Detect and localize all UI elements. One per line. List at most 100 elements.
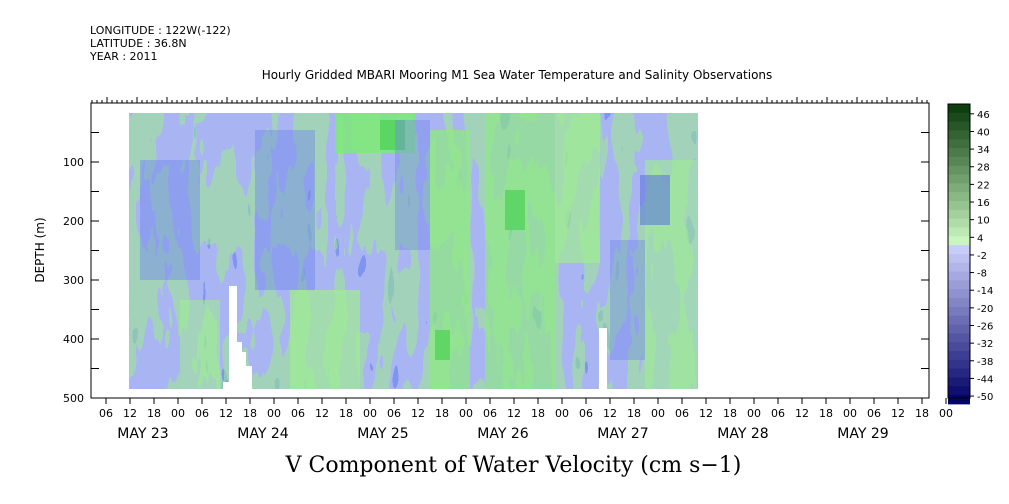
- day-labels: MAY 23 MAY 24 MAY 25 MAY 26 MAY 27 MAY 28 MAY …: [117, 426, 888, 442]
- x-tick-label: 06: [867, 407, 881, 420]
- x-tick-labels: 06 12 18 00 06 12 18 00 06 12 18 00 06 12 18 00 06 12 18 00…: [99, 407, 953, 420]
- colorbar-label: -38: [977, 357, 993, 368]
- y-tick-label: 100: [63, 156, 84, 169]
- colorbar-swatch: [948, 104, 970, 114]
- x-tick-label: 12: [123, 407, 137, 420]
- colorbar-swatch: [948, 165, 970, 176]
- colorbar-swatch: [948, 298, 970, 308]
- colorbar-swatch: [948, 350, 970, 361]
- colorbar: 46 40 34 28 22 16 10 4 -2 -8 -14 -20 -26 -32 -38 -44 -50: [947, 103, 993, 405]
- x-tick-label: 00: [747, 407, 761, 420]
- colorbar-label: 22: [977, 180, 990, 191]
- colorbar-swatch: [948, 368, 970, 378]
- colorbar-swatch: [948, 262, 970, 273]
- x-tick-label: 00: [459, 407, 473, 420]
- colorbar-swatch: [948, 121, 970, 131]
- colorbar-swatch: [948, 359, 970, 370]
- colorbar-swatch: [948, 112, 970, 123]
- x-tick-label: 06: [579, 407, 593, 420]
- colorbar-swatch: [948, 130, 970, 140]
- x-tick-label: 00: [363, 407, 377, 420]
- colorbar-swatch: [948, 245, 970, 255]
- y-tick-label: 500: [63, 392, 84, 405]
- missing-data-gaps: [223, 286, 607, 389]
- x-tick-label: 18: [243, 407, 257, 420]
- colorbar-swatch: [948, 271, 970, 281]
- colorbar-swatch: [948, 342, 970, 352]
- x-tick-label: 12: [891, 407, 905, 420]
- x-tick-label: 12: [795, 407, 809, 420]
- x-tick-label: 18: [627, 407, 641, 420]
- x-tick-label: 00: [171, 407, 185, 420]
- x-tick-label: 18: [723, 407, 737, 420]
- colorbar-label: 46: [977, 110, 990, 121]
- colorbar-label: 34: [977, 145, 990, 156]
- colorbar-label: -32: [977, 339, 993, 350]
- colorbar-swatch: [948, 315, 970, 325]
- day-label: MAY 23: [117, 426, 168, 442]
- colorbar-swatch: [948, 218, 970, 228]
- colorbar-label: 40: [977, 127, 990, 138]
- y-axis-label: DEPTH (m): [33, 217, 47, 282]
- colorbar-swatch: [948, 148, 970, 158]
- day-label: MAY 27: [597, 426, 648, 442]
- x-tick-label: 12: [699, 407, 713, 420]
- colorbar-swatch: [948, 253, 970, 264]
- colorbar-swatch: [948, 324, 970, 334]
- colorbar-swatch: [948, 280, 970, 290]
- x-tick-label: 12: [219, 407, 233, 420]
- x-tick-label: 18: [915, 407, 929, 420]
- x-tick-label: 12: [603, 407, 617, 420]
- colorbar-label: -14: [977, 286, 993, 297]
- x-tick-label: 00: [939, 407, 953, 420]
- colorbar-frame: [947, 103, 971, 399]
- x-tick-label: 06: [195, 407, 209, 420]
- colorbar-swatch: [948, 227, 970, 237]
- y-tick-label: 200: [63, 215, 84, 228]
- colorbar-label: -50: [977, 392, 993, 403]
- colorbar-swatch: [948, 192, 970, 202]
- colorbar-swatch: [948, 289, 970, 299]
- x-tick-label: 00: [555, 407, 569, 420]
- x-tick-label: 06: [771, 407, 785, 420]
- colorbar-swatch: [948, 395, 970, 405]
- colorbar-label: 16: [977, 198, 990, 209]
- x-tick-label: 06: [675, 407, 689, 420]
- positive-velocity-bands: [180, 113, 698, 389]
- y-tick-labels: 100 200 300 400 500: [63, 156, 84, 405]
- x-tick-label: 00: [267, 407, 281, 420]
- longitude-label: LONGITUDE : 122W(-122): [90, 24, 231, 37]
- plot-frame: [90, 102, 930, 399]
- x-tick-label: 12: [507, 407, 521, 420]
- colorbar-swatch: [948, 201, 970, 211]
- x-tick-label: 06: [291, 407, 305, 420]
- x-tick-label: 12: [315, 407, 329, 420]
- x-tick-label: 06: [387, 407, 401, 420]
- colorbar-swatch: [948, 333, 970, 343]
- day-label: MAY 25: [357, 426, 408, 442]
- y-tick-label: 400: [63, 333, 84, 346]
- day-label: MAY 24: [237, 426, 288, 442]
- colorbar-swatch: [948, 386, 970, 396]
- y-tick-label: 300: [63, 274, 84, 287]
- colorbar-swatch: [948, 183, 970, 193]
- x-tick-label: 18: [339, 407, 353, 420]
- negative-velocity-bands: [140, 120, 670, 360]
- colorbar-swatch: [948, 209, 970, 220]
- chart-title: Hourly Gridded MBARI Mooring M1 Sea Wate…: [261, 68, 773, 82]
- x-tick-label: 12: [411, 407, 425, 420]
- year-label: YEAR : 2011: [90, 50, 158, 63]
- x-tick-label: 18: [147, 407, 161, 420]
- colorbar-label: -26: [977, 322, 993, 333]
- colorbar-label: -20: [977, 304, 993, 315]
- colorbar-label: 28: [977, 163, 990, 174]
- colorbar-swatch: [948, 306, 970, 317]
- x-tick-label: 06: [483, 407, 497, 420]
- x-tick-label: 06: [99, 407, 113, 420]
- heatmap-data-region: [129, 113, 698, 389]
- axis-ticks: [91, 97, 947, 404]
- colorbar-swatch: [948, 139, 970, 149]
- x-tick-label: 18: [531, 407, 545, 420]
- x-axis-label: V Component of Water Velocity (cm s−1): [285, 453, 742, 478]
- x-tick-label: 00: [843, 407, 857, 420]
